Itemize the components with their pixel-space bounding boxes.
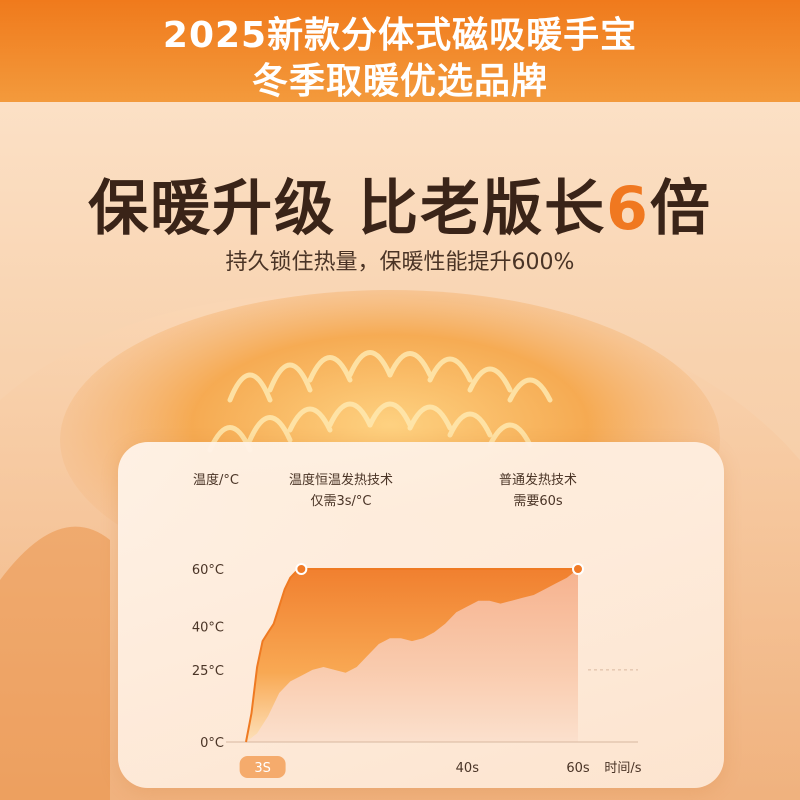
annotation-point [295, 563, 308, 575]
y-tick-label: 25°C [192, 664, 224, 679]
series-new-technology-line [245, 568, 578, 743]
top-banner: 2025新款分体式磁吸暖手宝 冬季取暖优选品牌 [0, 0, 800, 102]
annotation-text: 需要60s [513, 494, 563, 509]
x-tick-label: 60s [566, 761, 590, 776]
banner-title: 2025新款分体式磁吸暖手宝 [162, 15, 638, 56]
x-tick-label: 3S [254, 761, 271, 776]
temperature-chart: 0°C 25°C 40°C 60°C 3S 40s 60s 温度/°C 时间/s 温度恒温发热技术… [118, 442, 724, 788]
x-tick-highlight [239, 756, 286, 778]
y-tick-label: 40°C [192, 621, 224, 636]
annotation-text: 仅需3s/°C [310, 494, 371, 509]
annotation-text: 温度恒温发热技术 [289, 472, 393, 488]
chart-svg: 0°C 25°C 40°C 60°C 3S 40s 60s 温度/°C 时间/s 温度恒温发热技术… [192, 472, 642, 778]
y-tick-label: 0°C [200, 736, 224, 751]
x-axis-title: 时间/s [604, 761, 641, 776]
series-normal-technology-area [246, 569, 578, 742]
x-tick-label: 40s [456, 761, 480, 776]
y-axis-title: 温度/°C [193, 472, 239, 488]
subheadline: 持久锁住热量，保暖性能提升600% [225, 250, 575, 275]
annotation-text: 普通发热技术 [499, 472, 577, 488]
y-tick-label: 60°C [192, 563, 224, 578]
headline-highlight: 6 [606, 174, 650, 244]
headline-suffix: 倍 [649, 174, 712, 244]
annotation-point [572, 563, 584, 575]
banner-subtitle: 冬季取暖优选品牌 [251, 61, 548, 102]
headline-part2: 比老版长 [358, 174, 607, 244]
headline: 保暖升级 比老版长6倍 [0, 160, 800, 247]
headline-part1: 保暖升级 [88, 174, 337, 244]
